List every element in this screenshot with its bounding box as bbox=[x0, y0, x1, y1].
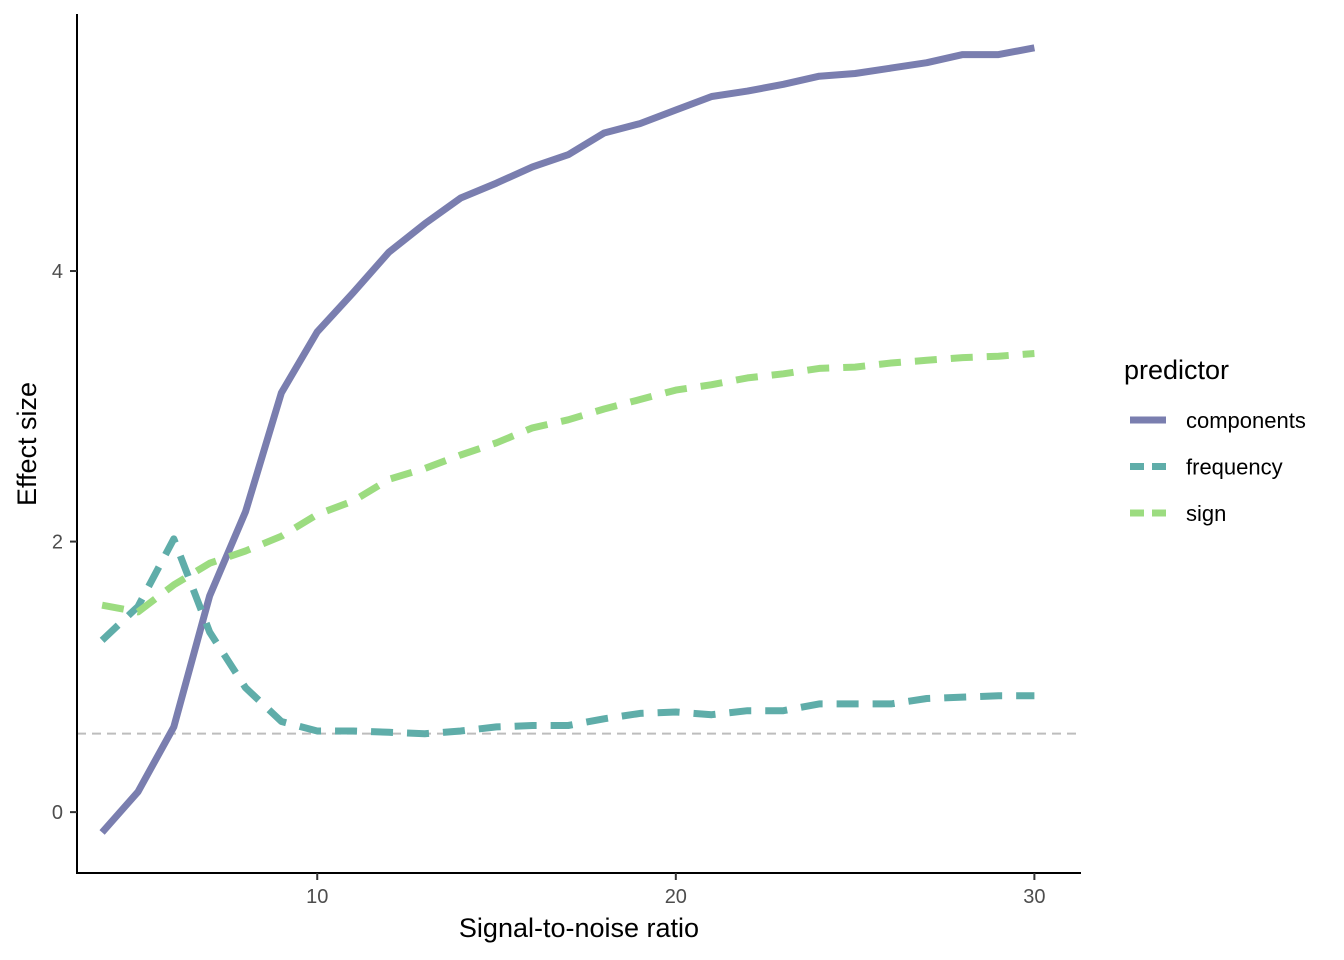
x-axis-ticks: 10 20 30 bbox=[306, 873, 1046, 908]
x-axis-title: Signal-to-noise ratio bbox=[459, 913, 699, 943]
y-tick-label: 0 bbox=[52, 802, 63, 824]
y-axis-ticks: 0 2 4 bbox=[52, 261, 77, 824]
series-line-frequency bbox=[99, 535, 1035, 738]
legend-items: components frequency sign bbox=[1130, 408, 1306, 526]
legend-label-components: components bbox=[1186, 408, 1306, 433]
plot-area: 10 20 30 0 2 4 bbox=[52, 14, 1081, 908]
legend-title: predictor bbox=[1124, 355, 1229, 385]
x-tick-label: 20 bbox=[665, 886, 687, 908]
x-tick-label: 30 bbox=[1023, 886, 1045, 908]
y-axis-title: Effect size bbox=[12, 382, 42, 506]
series-line-components bbox=[99, 44, 1036, 835]
legend: predictor components frequency sign bbox=[1124, 355, 1306, 526]
series-layer bbox=[99, 44, 1036, 835]
legend-label-frequency: frequency bbox=[1186, 455, 1283, 480]
y-tick-label: 4 bbox=[52, 261, 63, 283]
y-tick-label: 2 bbox=[52, 532, 63, 554]
series-line-sign bbox=[101, 350, 1035, 616]
legend-label-sign: sign bbox=[1186, 501, 1226, 526]
x-tick-label: 10 bbox=[306, 886, 328, 908]
